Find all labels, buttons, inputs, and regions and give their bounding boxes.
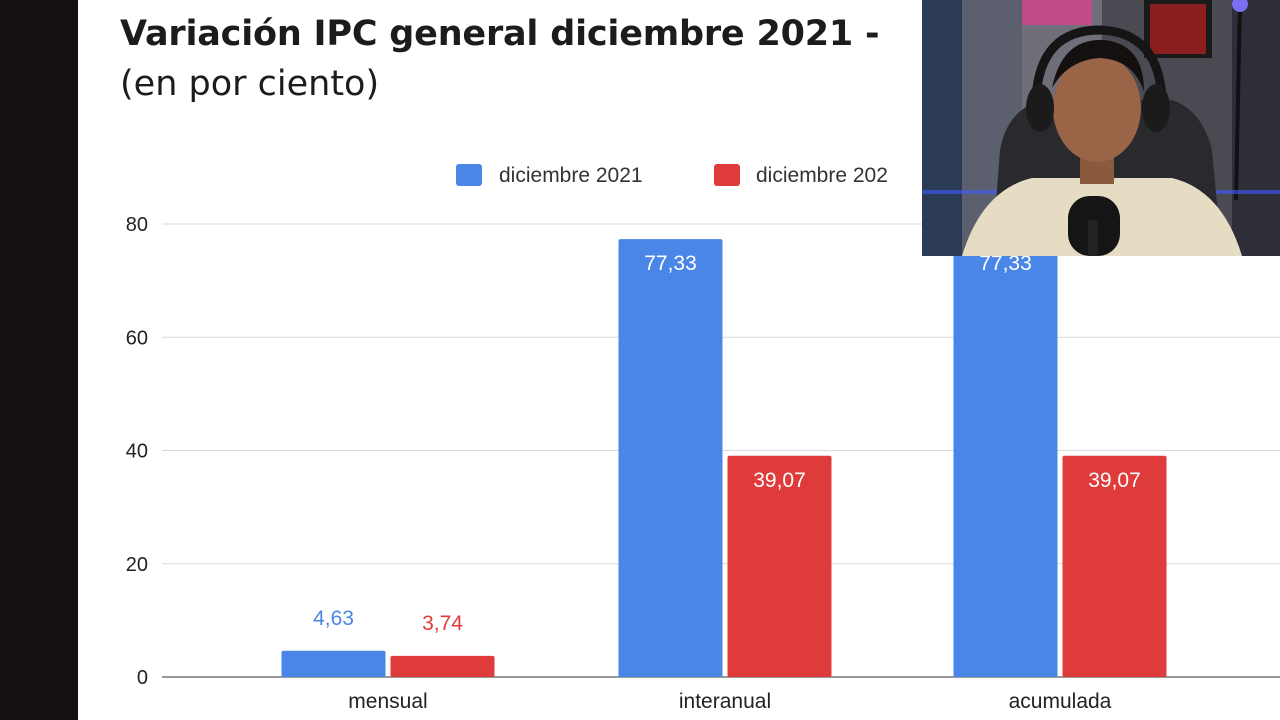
y-tick-label: 20 [126, 554, 148, 576]
x-category-label: mensual [348, 690, 427, 713]
chart-subtitle: (en por ciento) [120, 64, 380, 104]
legend-label-series-1: diciembre 2021 [499, 164, 643, 187]
x-category-label: acumulada [1009, 690, 1112, 713]
bar-interanual-series-2 [727, 455, 832, 677]
bar-mensual-series-1 [281, 650, 386, 677]
chart-title: Variación IPC general diciembre 2021 - [120, 14, 880, 54]
bar-acumulada-series-1 [953, 239, 1058, 677]
x-category-label: interanual [679, 690, 771, 713]
bar-chart: 0 20 40 60 80 4,63 3,74 mensual 77,33 39,07 intera… [126, 164, 1280, 713]
bar-interanual-series-1 [618, 239, 723, 677]
bar-mensual-series-2 [390, 655, 495, 677]
data-label: 39,07 [753, 469, 806, 492]
data-label: 77,33 [979, 252, 1032, 275]
data-label: 39,07 [1088, 469, 1141, 492]
y-tick-label: 80 [126, 214, 148, 236]
legend-label-series-2: diciembre 202 [756, 164, 888, 187]
bar-acumulada-series-2 [1062, 455, 1167, 677]
data-label: 3,74 [422, 612, 463, 635]
legend-swatch-series-2 [714, 164, 740, 186]
y-tick-label: 0 [137, 667, 148, 689]
webcam-overlay [922, 0, 1280, 256]
legend-swatch-series-1 [456, 164, 482, 186]
left-dark-border [0, 0, 78, 720]
data-label: 4,63 [313, 607, 354, 630]
data-label: 77,33 [644, 252, 697, 275]
y-tick-label: 40 [126, 441, 148, 463]
y-tick-label: 60 [126, 327, 148, 349]
